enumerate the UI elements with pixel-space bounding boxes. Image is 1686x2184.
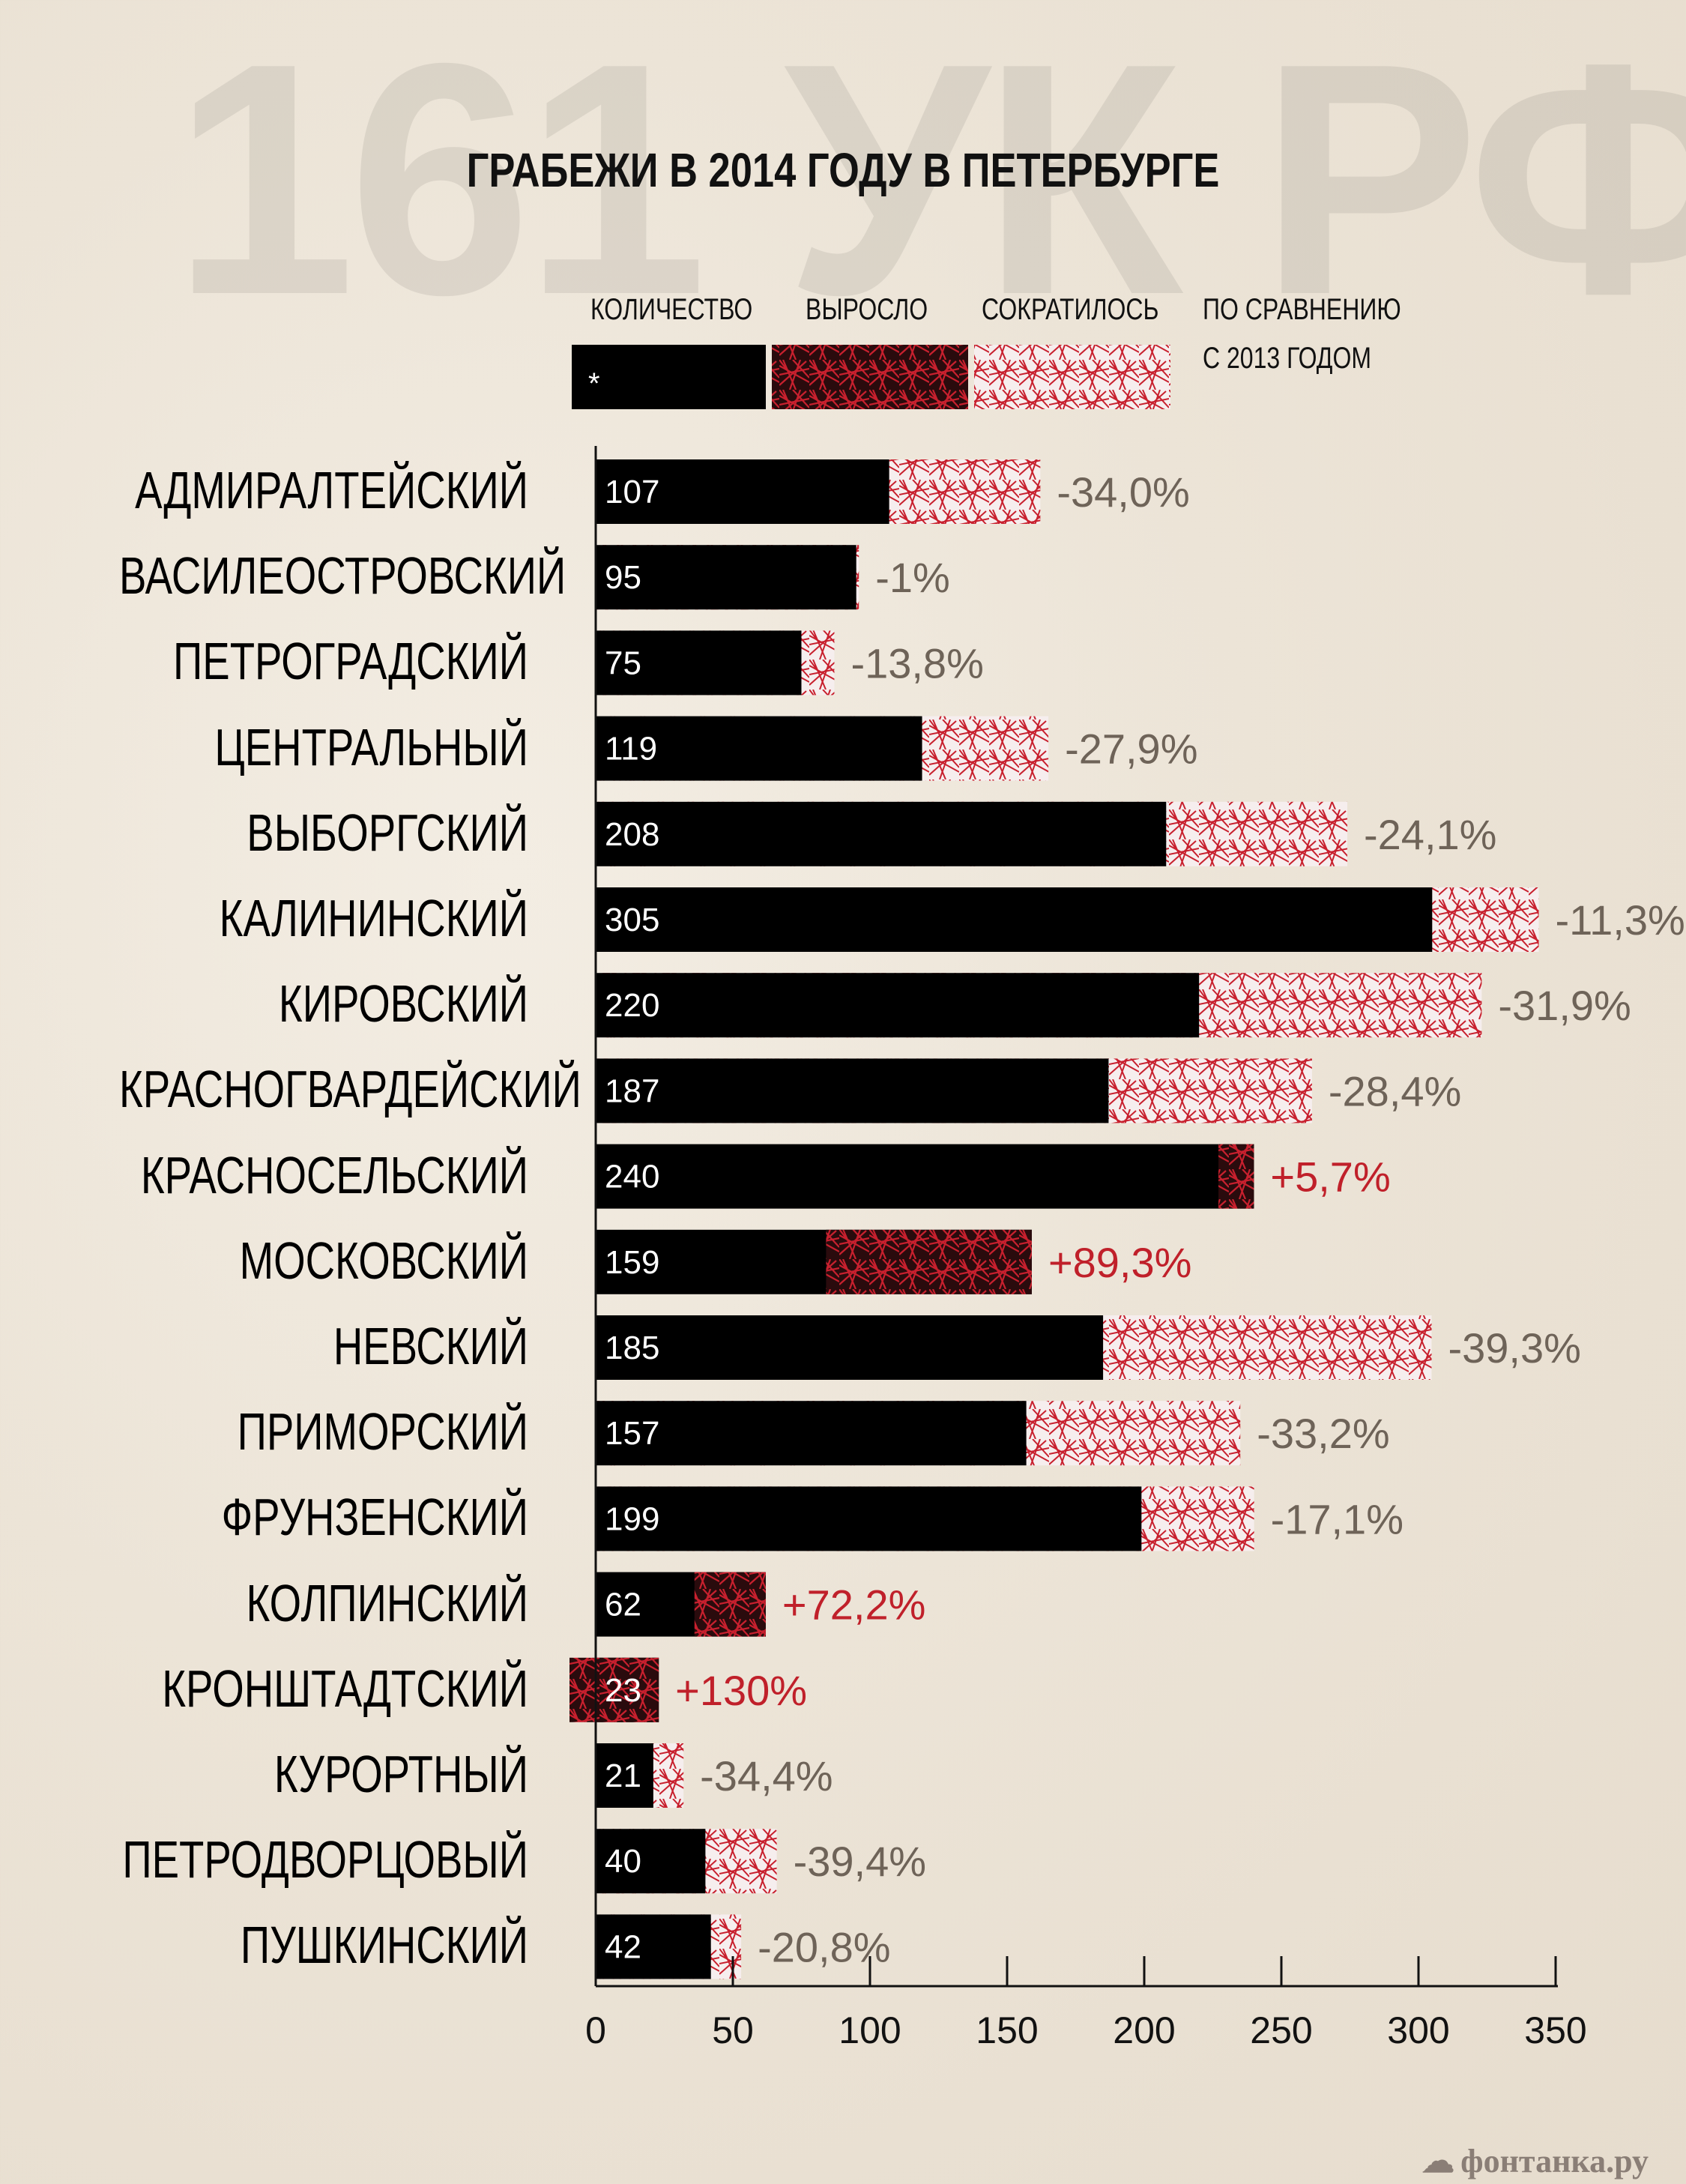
change-label: +130%: [675, 1667, 807, 1714]
bar-value: [596, 716, 922, 781]
district-label: КРАСНОГВАРДЕЙСКИЙ: [119, 1060, 581, 1119]
bar-value: [596, 1829, 706, 1894]
site-logo-icon: ☁: [1421, 2143, 1455, 2180]
district-label: ПУШКИНСКИЙ: [240, 1916, 528, 1975]
district-label: ПРИМОРСКИЙ: [237, 1402, 528, 1461]
district-label: КИРОВСКИЙ: [278, 974, 528, 1034]
change-label: -1%: [875, 554, 950, 601]
change-label: -34,0%: [1057, 468, 1189, 516]
legend-label-increased: ВЫРОСЛО: [806, 293, 928, 326]
bar-value: [596, 801, 1167, 866]
value-label: 157: [605, 1415, 659, 1452]
district-label: ПЕТРОГРАДСКИЙ: [173, 632, 528, 691]
x-tick-label: 50: [712, 2009, 754, 2051]
value-label: 305: [605, 902, 659, 938]
district-label: НЕВСКИЙ: [333, 1317, 528, 1375]
chart-title: ГРАБЕЖИ В 2014 ГОДУ В ПЕТЕРБУРГЕ: [466, 143, 1220, 197]
legend-quantity-mark: *: [588, 367, 600, 400]
change-label: -11,3%: [1556, 896, 1685, 944]
value-label: 199: [605, 1500, 659, 1537]
change-label: -20,8%: [758, 1923, 890, 1970]
bar-value: [596, 1914, 711, 1979]
bar-value: [596, 887, 1433, 952]
change-label: -17,1%: [1271, 1495, 1404, 1542]
legend-label-comparison-2: С 2013 ГОДОМ: [1203, 342, 1372, 375]
legend-label-quantity: КОЛИЧЕСТВО: [590, 293, 753, 326]
bar-increase: [1218, 1144, 1254, 1209]
district-label: КУРОРТНЫЙ: [274, 1745, 528, 1803]
bar-value: [596, 973, 1200, 1038]
value-label: 23: [605, 1672, 641, 1709]
bar-value: [596, 545, 856, 610]
bar-increase: [569, 1657, 659, 1722]
value-label: 21: [605, 1758, 641, 1794]
district-label: ВАСИЛЕОСТРОВСКИЙ: [119, 546, 566, 606]
bar-value: [596, 630, 802, 696]
district-label: КРАСНОСЕЛЬСКИЙ: [140, 1145, 528, 1204]
district-label: ЦЕНТРАЛЬНЫЙ: [214, 717, 528, 776]
value-label: 159: [605, 1244, 659, 1281]
bar-value: [596, 1058, 1109, 1123]
district-label: МОСКОВСКИЙ: [239, 1231, 528, 1290]
legend-swatch-decreased: [974, 345, 1170, 409]
legend-label-comparison-1: ПО СРАВНЕНИЮ: [1203, 293, 1401, 326]
x-tick-label: 200: [1113, 2009, 1175, 2051]
watermark: 161 УК РФ: [172, 0, 1686, 364]
change-label: +5,7%: [1270, 1153, 1390, 1201]
value-label: 185: [605, 1330, 659, 1366]
x-tick-label: 250: [1250, 2009, 1312, 2051]
district-label: КОЛПИНСКИЙ: [246, 1573, 528, 1632]
district-label: ВЫБОРГСКИЙ: [247, 803, 528, 862]
value-label: 220: [605, 987, 659, 1024]
change-label: -39,4%: [794, 1838, 926, 1885]
value-label: 208: [605, 816, 659, 853]
footer-site: ☁ фонтанка.ру: [1421, 2145, 1649, 2178]
change-label: -28,4%: [1329, 1067, 1461, 1114]
district-label: ФРУНЗЕНСКИЙ: [221, 1488, 528, 1547]
x-tick-label: 100: [839, 2009, 901, 2051]
legend-label-decreased: СОКРАТИЛОСЬ: [982, 293, 1159, 326]
bar-value: [596, 1743, 653, 1808]
value-label: 62: [605, 1587, 641, 1623]
value-label: 40: [605, 1843, 641, 1880]
footer-site-text: фонтанка.ру: [1460, 2143, 1649, 2180]
value-label: 107: [605, 474, 659, 510]
change-label: -39,3%: [1448, 1324, 1580, 1372]
district-label: КРОНШТАДТСКИЙ: [162, 1659, 528, 1718]
bar-increase: [694, 1572, 766, 1637]
x-tick-label: 150: [976, 2009, 1038, 2051]
x-tick-label: 0: [585, 2009, 606, 2051]
value-label: 119: [605, 731, 657, 767]
legend-swatch-quantity: [572, 345, 766, 409]
change-label: -33,2%: [1257, 1410, 1389, 1457]
district-label: ПЕТРОДВОРЦОВЫЙ: [122, 1830, 528, 1889]
value-label: 75: [605, 645, 641, 681]
x-tick-label: 350: [1524, 2009, 1586, 2051]
value-label: 187: [605, 1073, 659, 1109]
x-tick-label: 300: [1387, 2009, 1449, 2051]
change-label: -27,9%: [1065, 726, 1197, 773]
bar-value: [596, 1401, 1027, 1466]
legend-swatch-increased: [772, 345, 968, 409]
value-label: 95: [605, 559, 641, 596]
change-label: -24,1%: [1364, 811, 1496, 858]
bar-value: [596, 1486, 1142, 1551]
change-label: +89,3%: [1048, 1239, 1192, 1286]
change-label: -31,9%: [1498, 982, 1631, 1029]
district-label: КАЛИНИНСКИЙ: [219, 889, 528, 947]
district-label: АДМИРАЛТЕЙСКИЙ: [135, 461, 528, 519]
value-label: 240: [605, 1159, 659, 1195]
change-label: +72,2%: [782, 1581, 926, 1629]
change-label: -13,8%: [850, 639, 983, 687]
value-label: 42: [605, 1928, 641, 1965]
bar-increase: [826, 1229, 1032, 1294]
bar-value: [596, 1144, 1254, 1209]
bar-value: [596, 1315, 1104, 1380]
change-label: -34,4%: [700, 1752, 833, 1800]
bar-value: [596, 459, 889, 524]
